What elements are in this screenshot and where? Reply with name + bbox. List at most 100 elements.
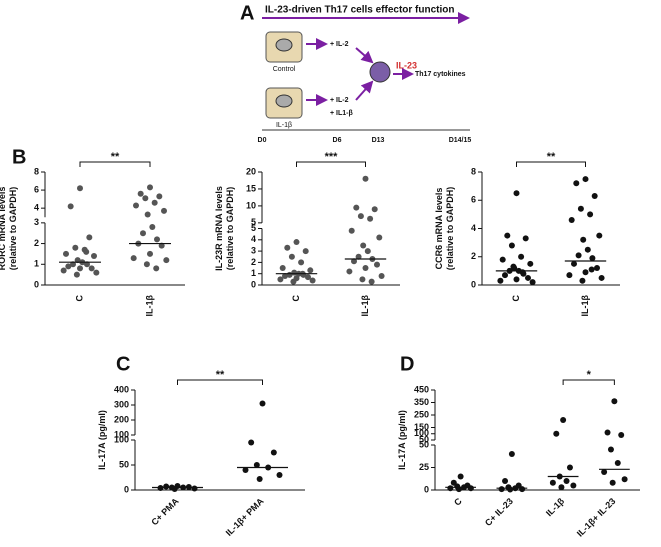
- y-tick-label: 100: [114, 434, 129, 444]
- y-tick-label: 350: [414, 397, 429, 407]
- dot: [589, 255, 596, 262]
- y-tick-label: 100: [414, 428, 429, 438]
- dot: [507, 486, 514, 493]
- dot: [367, 215, 374, 222]
- y-tick-label: 1: [34, 259, 39, 269]
- dot: [502, 272, 508, 279]
- dot: [582, 269, 589, 276]
- dot: [60, 267, 67, 274]
- dot: [143, 261, 150, 268]
- dot: [290, 278, 297, 285]
- y-axis-label-line: IL-17A (pg/ml): [397, 410, 407, 470]
- dot: [154, 236, 160, 243]
- dot: [518, 253, 525, 260]
- y-axis-label: RORC mRNA levels(relative to GAPDH): [0, 187, 18, 271]
- dot: [63, 250, 69, 257]
- y-axis-label-line: IL-17A (pg/ml): [97, 410, 107, 470]
- dot: [309, 277, 316, 284]
- dot: [72, 244, 79, 251]
- dot: [566, 272, 573, 279]
- dot: [621, 476, 628, 483]
- timeline-label: D14/15: [449, 137, 472, 144]
- dot: [88, 265, 95, 272]
- dot: [601, 469, 608, 475]
- dot: [607, 446, 614, 453]
- y-tick-label: 15: [246, 183, 256, 193]
- cytokine-label: IL-23: [396, 60, 417, 70]
- dot: [504, 232, 511, 239]
- timeline-label: D13: [372, 137, 385, 144]
- cell-nucleus: [275, 38, 293, 52]
- dot: [65, 263, 72, 270]
- x-tick-label: C: [452, 496, 464, 508]
- significance-bracket: [516, 161, 586, 167]
- x-tick-label: IL-1β: [580, 294, 590, 316]
- dot: [549, 479, 556, 486]
- y-tick-label: 400: [114, 384, 129, 394]
- x-tick-label: IL-1β+ PMA: [224, 496, 266, 538]
- dot: [582, 176, 589, 183]
- dot: [513, 190, 520, 197]
- dot: [293, 239, 300, 246]
- dot: [498, 486, 505, 493]
- y-tick-label: 200: [114, 414, 129, 424]
- dot: [133, 202, 139, 209]
- dot: [302, 248, 309, 255]
- dot: [508, 242, 515, 249]
- x-tick-label: IL-1β+ IL-23: [575, 496, 618, 539]
- arrow: [355, 47, 374, 64]
- y-tick-label: 2: [471, 251, 476, 261]
- dot: [563, 478, 570, 484]
- y-tick-label: 450: [414, 384, 429, 394]
- dot: [508, 451, 515, 457]
- y-tick-label: 4: [34, 203, 39, 213]
- dot: [467, 485, 474, 492]
- y-tick-label: 25: [419, 462, 429, 472]
- dot: [137, 190, 144, 197]
- significance-bracket: [79, 161, 151, 167]
- y-tick-label: 8: [34, 166, 39, 176]
- dot: [362, 265, 369, 272]
- dot: [140, 230, 146, 237]
- timeline-label: D6: [333, 137, 342, 144]
- dot: [568, 217, 575, 224]
- dot: [447, 485, 454, 492]
- dot: [259, 400, 266, 407]
- dot: [611, 398, 618, 405]
- significance-label: **: [547, 151, 556, 163]
- dot: [558, 484, 565, 491]
- x-tick-label: C+ IL-23: [483, 496, 515, 528]
- x-tick-label: IL-1β: [360, 294, 370, 316]
- panel-label: D: [400, 353, 414, 375]
- timeline-label: D0: [258, 137, 267, 144]
- dot: [142, 195, 149, 202]
- step-label: + IL1-β: [330, 110, 353, 117]
- x-tick-label: C+ PMA: [149, 496, 181, 528]
- y-tick-label: 1: [251, 268, 256, 278]
- dot: [288, 253, 295, 260]
- panel-a: A IL-23-driven Th17 cells effector funct…: [240, 2, 471, 144]
- y-axis-label: CCR6 mRNA levels(relative to GAPDH): [434, 187, 455, 271]
- dot: [527, 260, 534, 267]
- y-tick-label: 0: [471, 279, 476, 289]
- dot: [346, 268, 353, 275]
- dot: [307, 267, 314, 274]
- x-tick-label: C: [74, 295, 84, 302]
- panel-label: A: [240, 2, 254, 24]
- dot: [560, 417, 567, 423]
- cell-label: Control: [273, 66, 296, 73]
- y-axis-label-line: (relative to GAPDH): [8, 187, 18, 271]
- significance-bracket: [177, 379, 263, 385]
- y-axis-label-line: IL-23R mRNA levels: [214, 186, 224, 271]
- y-axis-label-line: RORC mRNA levels: [0, 187, 7, 271]
- y-tick-label: 6: [34, 184, 39, 194]
- dot: [522, 235, 529, 242]
- y-tick-label: 5: [251, 217, 256, 227]
- y-tick-label: 20: [246, 166, 256, 176]
- dot: [130, 255, 137, 262]
- significance-label: *: [587, 369, 592, 381]
- dot: [242, 467, 249, 473]
- dot: [163, 257, 170, 264]
- dot: [77, 185, 83, 192]
